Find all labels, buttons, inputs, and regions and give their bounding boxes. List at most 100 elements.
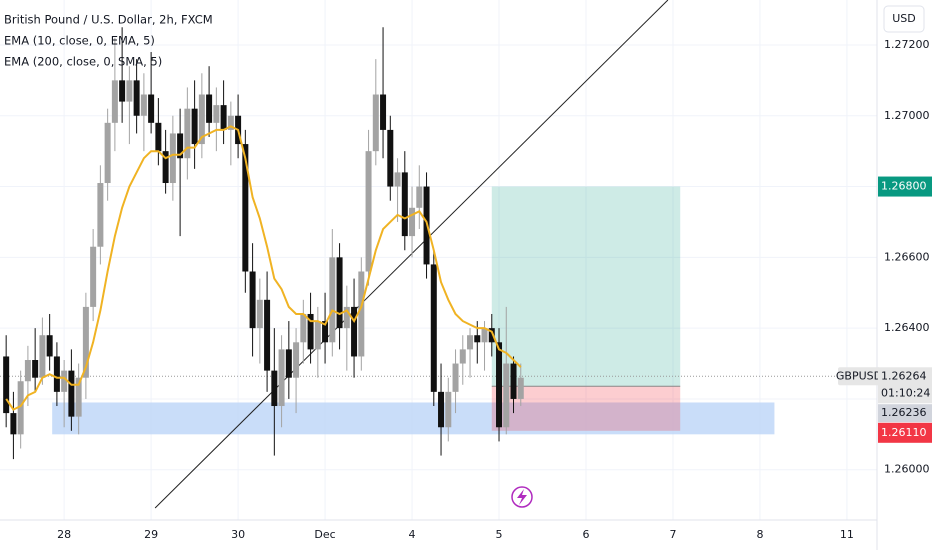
candle-body — [474, 335, 481, 343]
candle-body — [358, 271, 365, 357]
x-tick-label: 28 — [57, 528, 71, 541]
currency: USD — [892, 12, 916, 25]
candle-body — [75, 377, 82, 417]
candle-body — [459, 349, 466, 364]
x-tick-label: 8 — [756, 528, 763, 541]
candle-body — [496, 342, 503, 428]
symbol-tag — [838, 367, 880, 386]
x-tick-label: 5 — [496, 528, 503, 541]
candle-body — [467, 335, 474, 350]
y-tick-label: 1.26400 — [884, 321, 930, 334]
candle-body — [416, 186, 423, 208]
last-price-box — [878, 367, 932, 404]
candle-body — [242, 144, 249, 272]
trendline — [154, 0, 669, 509]
indicator-label: EMA (10, close, 0, EMA, 5) — [4, 34, 155, 48]
x-tick-label: 11 — [840, 528, 854, 541]
candle-body — [256, 299, 263, 329]
candle-body — [206, 94, 213, 123]
candle-body — [53, 356, 60, 392]
candle-body — [10, 413, 17, 435]
candle-body — [68, 370, 75, 417]
candle-body — [97, 183, 104, 247]
support-zone — [52, 402, 775, 435]
x-tick-label: 7 — [669, 528, 676, 541]
candle-body — [46, 335, 53, 357]
candle-body — [32, 360, 39, 378]
candle-body — [249, 271, 256, 329]
last-price-label: 1.26264 — [881, 369, 927, 382]
candle-body — [213, 105, 220, 123]
candle-body — [351, 306, 358, 357]
plot-area — [0, 0, 877, 520]
candle-body — [503, 363, 510, 428]
candle-body — [133, 80, 140, 116]
candle-body — [119, 80, 126, 102]
candle-body — [394, 172, 401, 187]
candle-body — [517, 377, 524, 399]
candle-body — [387, 129, 394, 187]
candle-body — [293, 342, 300, 378]
candle-body — [300, 313, 307, 343]
x-tick-label: 29 — [144, 528, 158, 541]
candle-body — [3, 356, 10, 414]
candle-body — [169, 133, 176, 184]
candle-body — [191, 108, 198, 145]
candle-body — [24, 360, 31, 382]
candle-body — [438, 391, 445, 428]
candle-body — [278, 349, 285, 407]
candle-body — [307, 313, 314, 350]
candle-body — [140, 94, 147, 116]
candle-body — [90, 246, 97, 307]
x-tick-label: 30 — [231, 528, 245, 541]
target-box — [878, 176, 932, 197]
candle-body — [343, 306, 350, 329]
candle-body — [82, 306, 89, 378]
currency-button[interactable] — [883, 5, 925, 33]
candle-body — [271, 370, 278, 407]
candle-body — [452, 363, 459, 392]
target-label: 1.26800 — [881, 180, 927, 193]
candle-body — [162, 151, 169, 184]
candle-body — [285, 349, 292, 378]
y-tick-label: 1.27000 — [884, 109, 930, 122]
candle-body — [184, 108, 191, 159]
x-tick-label: 4 — [409, 528, 416, 541]
candle-body — [39, 335, 46, 378]
candle-body — [445, 391, 452, 428]
candle-body — [380, 94, 387, 130]
y-tick-label: 1.27200 — [884, 38, 930, 51]
candle-body — [220, 105, 227, 130]
indicator-label: EMA (200, close, 0, SMA, 5) — [4, 55, 162, 69]
candle-body — [314, 321, 321, 350]
stop-label: 1.26110 — [881, 426, 927, 439]
candle-body — [111, 80, 118, 123]
lightning-icon[interactable] — [511, 486, 533, 508]
candle-body — [372, 94, 379, 152]
stop-box — [878, 422, 932, 443]
target-zone — [491, 186, 681, 387]
candle-body — [322, 321, 329, 343]
candle-body — [227, 115, 234, 130]
candle-body — [401, 172, 408, 237]
legend-title: British Pound / U.S. Dollar, 2h, FXCM — [4, 13, 213, 27]
x-tick-label: 6 — [582, 528, 589, 541]
candle-body — [481, 328, 488, 343]
entry-box — [878, 404, 932, 423]
candle-body — [155, 122, 162, 152]
candle-body — [104, 122, 111, 184]
candle-body — [510, 363, 517, 399]
entry-label: 1.26236 — [881, 406, 927, 419]
symbol-label: GBPUSD — [836, 369, 882, 382]
y-tick-label: 1.26000 — [884, 463, 930, 476]
candle-body — [329, 257, 336, 343]
y-tick-label: 1.26600 — [884, 250, 930, 263]
candle-body — [365, 151, 372, 272]
candle-body — [430, 264, 437, 392]
candle-body — [61, 370, 68, 392]
x-tick-label: Dec — [314, 528, 335, 541]
candle-body — [126, 80, 133, 102]
candle-body — [177, 133, 184, 159]
candle-body — [336, 257, 343, 329]
candle-body — [409, 207, 416, 237]
